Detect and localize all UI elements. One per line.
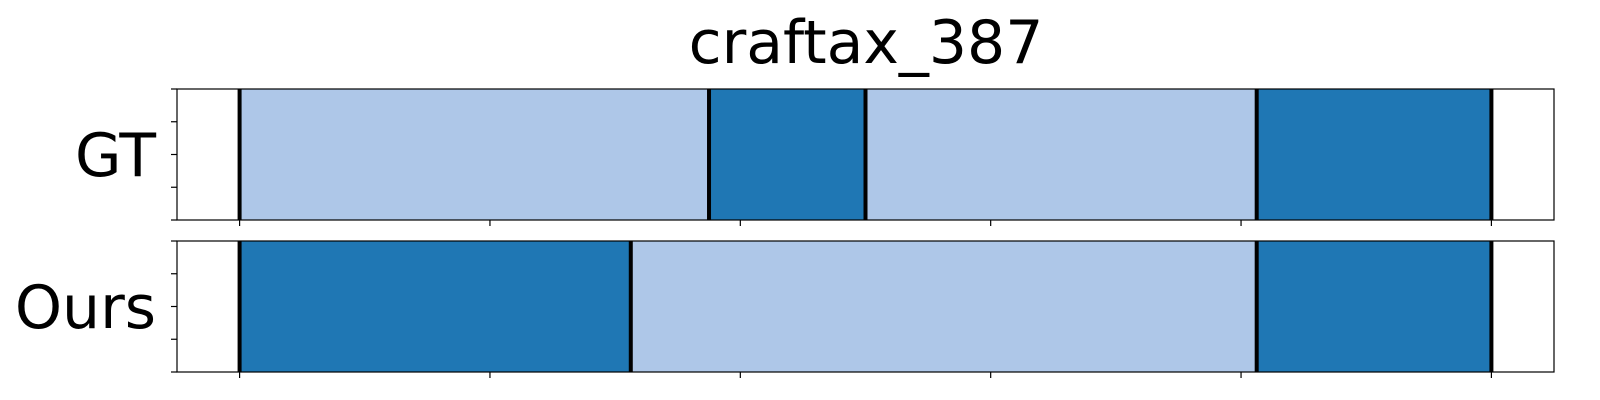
panel-gt: GT [75,88,1555,226]
segment-gt-4 [1256,89,1492,220]
segment-ours-1 [239,241,631,372]
segment-ours-2 [630,241,1257,372]
segment-gt-3 [865,89,1257,220]
row-label-gt: GT [75,121,156,191]
segment-ours-3 [1256,241,1492,372]
panels: GT Ours [15,88,1555,378]
segment-gt-2 [709,89,866,220]
segment-gt-1 [239,89,710,220]
chart-title: craftax_387 [689,8,1044,78]
panel-ours: Ours [15,240,1555,378]
row-label-ours: Ours [15,273,156,343]
